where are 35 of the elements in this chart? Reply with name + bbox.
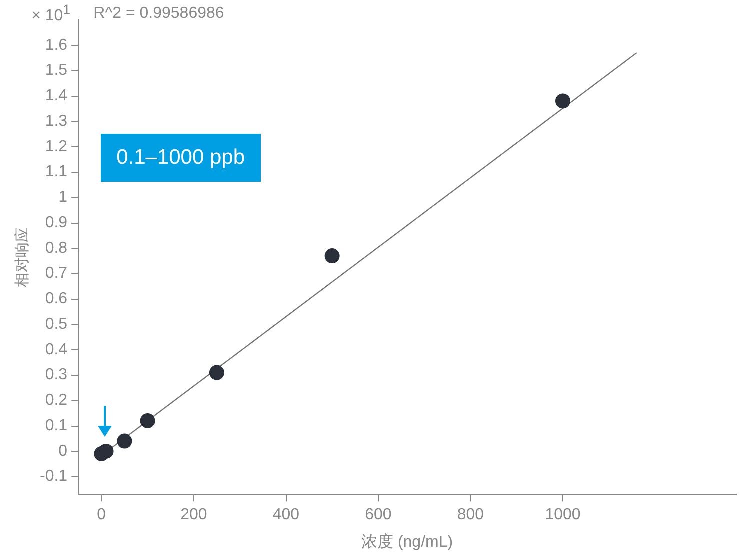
text: × 10$^{1}$: [32, 2, 71, 26]
x-tick-label: 400: [272, 506, 300, 524]
y-tick-label: 0.8: [45, 240, 68, 257]
point: [98, 444, 114, 459]
annotation: 0.1–1000 ppb: [100, 134, 262, 182]
y-tick-label: 0.7: [45, 265, 68, 282]
x-tick-label: 600: [365, 506, 392, 524]
y-axis-title: 相对响应: [14, 227, 32, 288]
y-tick-label: 0.5: [45, 316, 68, 333]
y-tick-label: 1: [58, 189, 68, 206]
x-tick-label: 800: [457, 506, 484, 524]
y-tick-label: -0.1: [40, 468, 68, 486]
y-tick-label: 1.5: [45, 62, 68, 80]
point: [324, 248, 340, 264]
y-tick-label: 0.3: [45, 366, 68, 384]
y-tick-label: 0: [58, 442, 68, 460]
point: [117, 434, 132, 449]
y-tick-label: 0.6: [45, 290, 68, 308]
x-axis-title: 浓度 (ng/mL): [361, 532, 454, 551]
y-tick-label: 1.4: [45, 88, 68, 105]
y-tick-label: 0.2: [45, 392, 68, 410]
point: [140, 414, 156, 428]
point: [209, 365, 224, 380]
x-tick-label: 1000: [545, 506, 581, 524]
y-tick-label: 0.4: [45, 341, 68, 358]
y-tick-label: 0.9: [45, 214, 68, 232]
x-tick-label: 200: [180, 506, 208, 524]
y-tick-label: 1.1: [45, 164, 68, 181]
x-tick-label: 0: [97, 506, 106, 524]
point: [555, 94, 570, 109]
y-tick-label: 0.1: [45, 417, 68, 434]
y-tick-label: 1.2: [45, 138, 68, 156]
y-tick-label: 1.6: [45, 36, 68, 54]
annotation: R^2 = 0.99586986: [94, 5, 224, 23]
y-tick-label: 1.3: [45, 112, 68, 130]
